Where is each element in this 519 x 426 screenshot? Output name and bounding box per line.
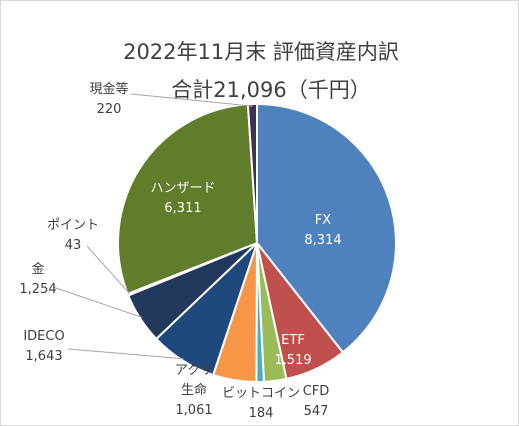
slice-label-value-3: 184 [249, 406, 274, 421]
slice-label-name-2: CFD [303, 384, 330, 399]
slice-label-name-0: FX [315, 213, 331, 228]
slice-label-name-9: 現金等 [89, 81, 128, 97]
pie-slice-0 [256, 102, 397, 354]
pie-slice-8 [117, 103, 259, 296]
slice-label-value-2: 547 [304, 404, 329, 419]
slice-label-value-7: 43 [65, 238, 82, 253]
slice-label-value-0: 8,314 [304, 233, 341, 248]
slice-label-value-5: 1,643 [25, 349, 62, 364]
slice-label-name-3: ビットコイン [222, 386, 300, 401]
slice-label-name-8: ハンザード [150, 181, 215, 196]
slice-label-name-6: 金 [31, 261, 44, 277]
leader-line-9 [130, 93, 253, 107]
slice-label-name-5: IDECO [23, 329, 64, 344]
leader-line-5 [67, 348, 184, 360]
slice-label-name-7: ポイント [47, 218, 99, 233]
chart-subtitle: 合計21,096（千円） [171, 78, 370, 102]
slice-label-value-4: 1,061 [175, 403, 212, 418]
slice-label-name-1: ETF [281, 333, 305, 348]
slice-label-value-9: 220 [97, 102, 122, 117]
leader-line-6 [52, 286, 143, 318]
slice-label-value-6: 1,254 [19, 282, 56, 297]
slice-label-name-4-1: 生命 [181, 382, 207, 398]
pie-slices [117, 102, 397, 384]
leader-line-7 [86, 245, 131, 295]
slice-label-value-8: 6,311 [164, 201, 201, 216]
pie-slice-9 [246, 102, 258, 244]
leader-lines [52, 93, 253, 360]
slice-label-name-4-0: アクサ [175, 363, 213, 378]
chart-title: 2022年11月末 評価資産内訳 [123, 40, 399, 64]
slice-label-value-1: 1,519 [274, 353, 311, 368]
